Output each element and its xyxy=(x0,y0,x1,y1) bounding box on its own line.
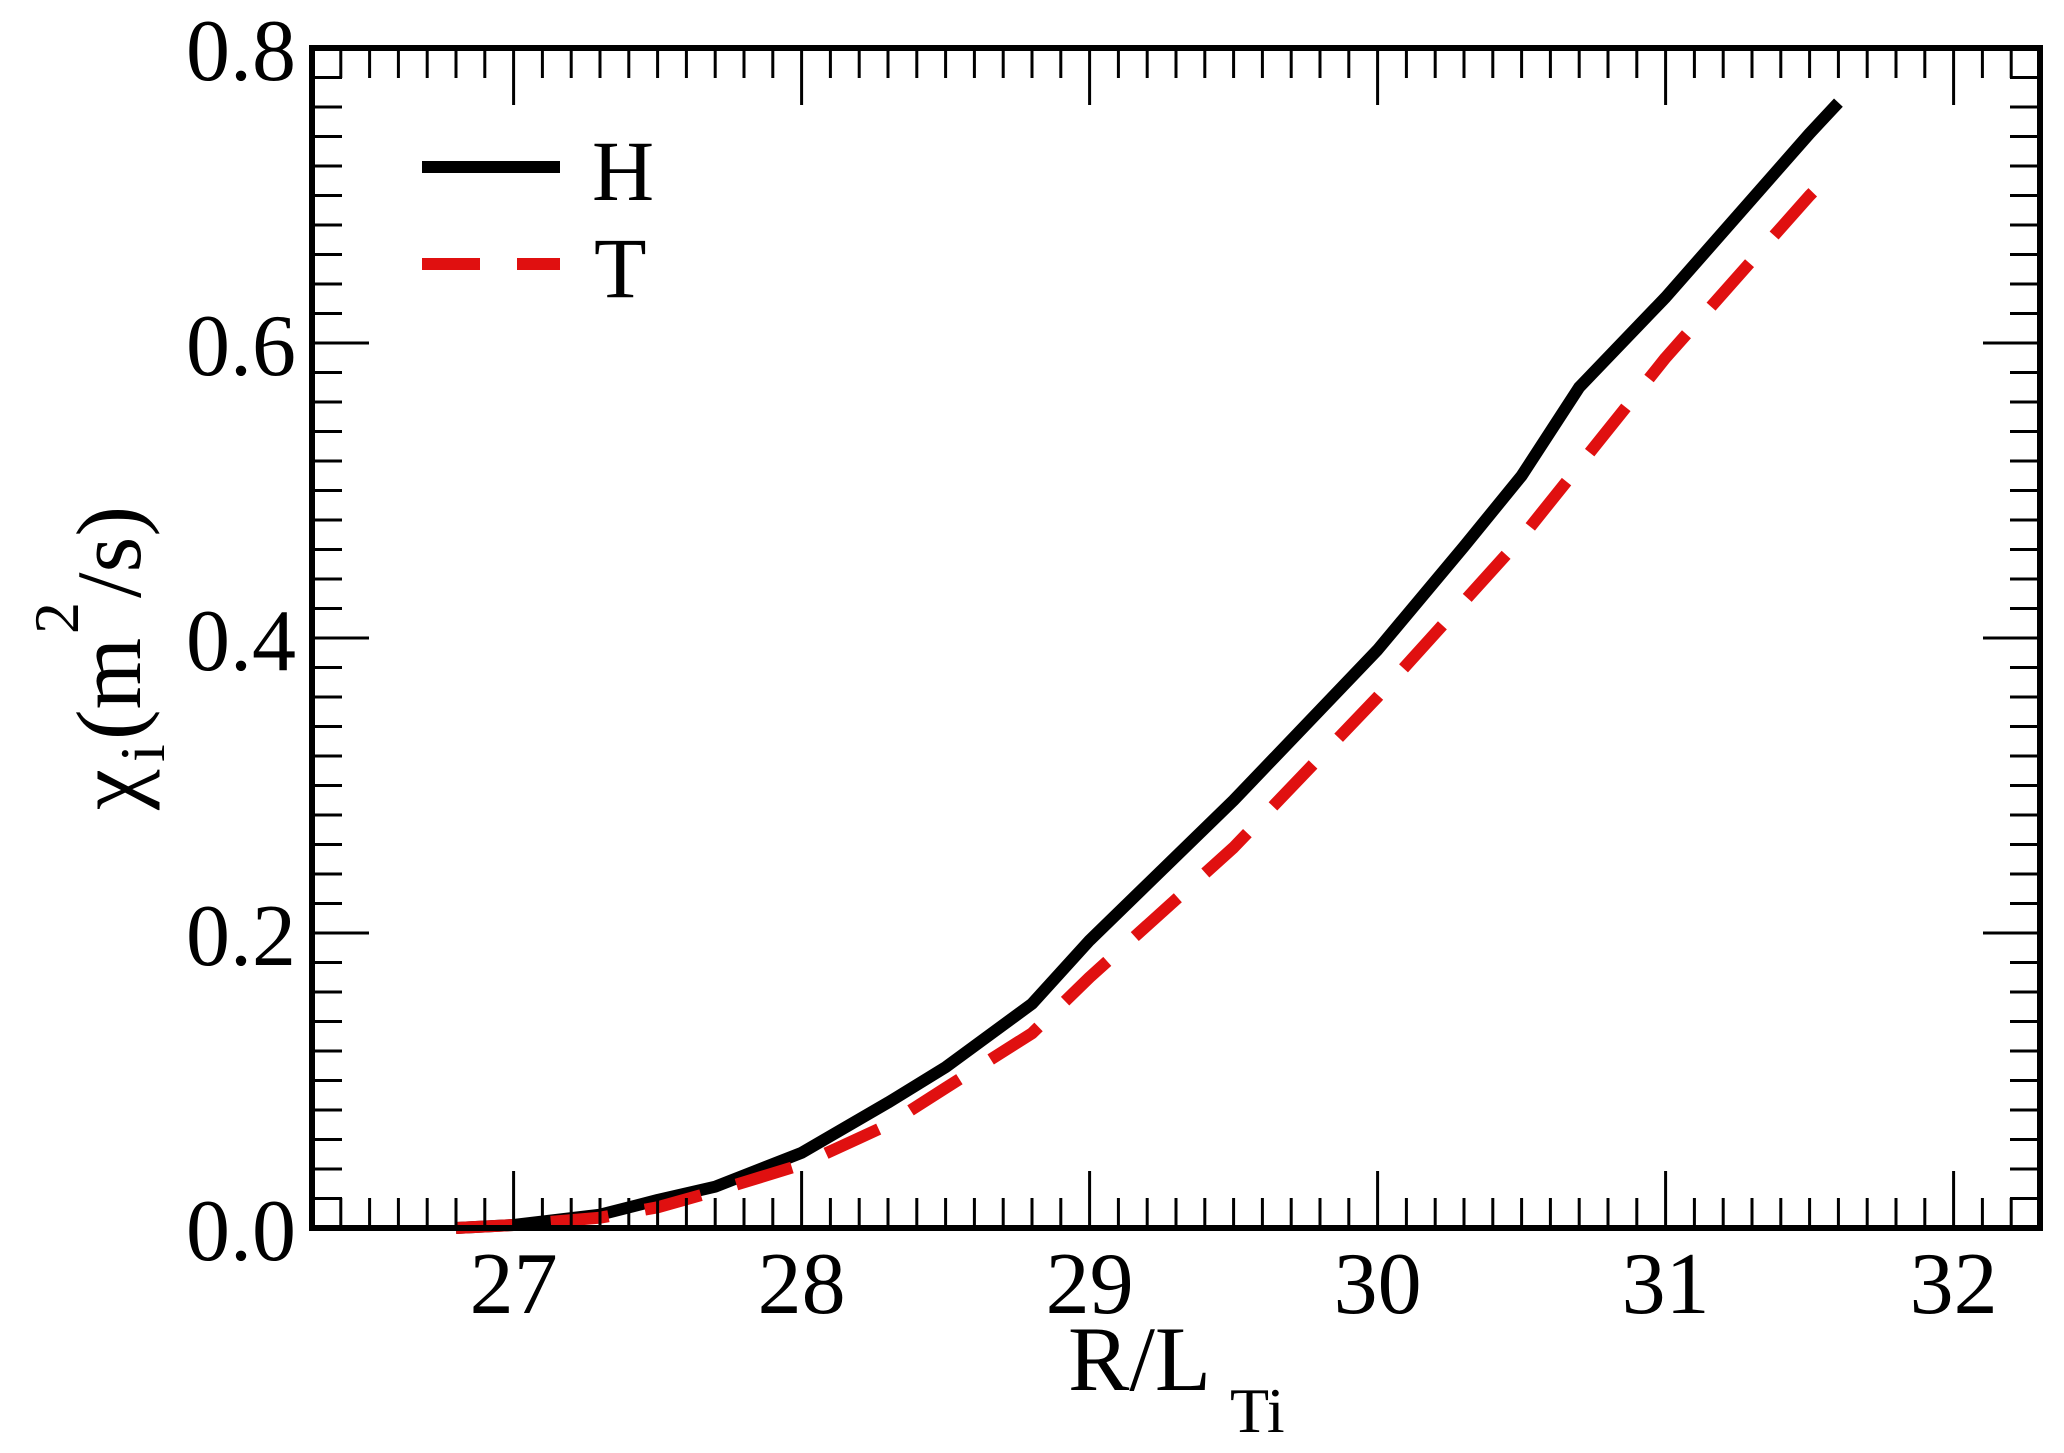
y-axis-tick-labels: 0.0 0.2 0.4 0.6 0.8 xyxy=(186,3,296,1280)
y-tick-label: 0.6 xyxy=(186,298,296,395)
axis-ticks xyxy=(310,46,2042,1230)
x-axis-tick-labels: 27 28 29 30 31 32 xyxy=(470,1236,1998,1333)
y-tick-label: 0.0 xyxy=(186,1183,296,1280)
series-line-t xyxy=(455,161,1843,1234)
x-tick-label: 27 xyxy=(470,1236,558,1333)
y-axis-label-units-close: /s) xyxy=(58,506,160,598)
plot-area xyxy=(309,45,2043,1234)
y-tick-label: 0.2 xyxy=(186,888,296,985)
x-tick-label: 31 xyxy=(1622,1236,1710,1333)
legend-label-h: H xyxy=(592,123,654,219)
y-axis-label-units-open: (m xyxy=(58,638,160,740)
series-line-h xyxy=(455,98,1843,1234)
y-axis-label-chi: χ xyxy=(58,769,160,811)
legend-item-t: T xyxy=(422,220,647,316)
legend-item-h: H xyxy=(422,123,654,219)
y-axis-label-superscript: 2 xyxy=(21,602,92,634)
legend-label-t: T xyxy=(594,220,647,316)
legend: H T xyxy=(422,123,654,316)
y-tick-label: 0.4 xyxy=(186,593,296,690)
x-tick-label: 30 xyxy=(1334,1236,1422,1333)
series-layer xyxy=(455,98,1843,1234)
x-tick-label: 32 xyxy=(1910,1236,1998,1333)
x-axis-label: R/L Ti xyxy=(1068,1308,1285,1446)
x-axis-label-main: R/L xyxy=(1068,1308,1211,1410)
y-axis-label: χ i (m 2 /s) xyxy=(21,506,178,811)
x-tick-label: 28 xyxy=(758,1236,846,1333)
plot-frame xyxy=(309,45,2043,1231)
y-tick-label: 0.8 xyxy=(186,3,296,100)
y-axis-label-subscript: i xyxy=(107,744,178,762)
x-tick-label: 29 xyxy=(1046,1236,1134,1333)
x-axis-label-subscript: Ti xyxy=(1230,1375,1285,1446)
